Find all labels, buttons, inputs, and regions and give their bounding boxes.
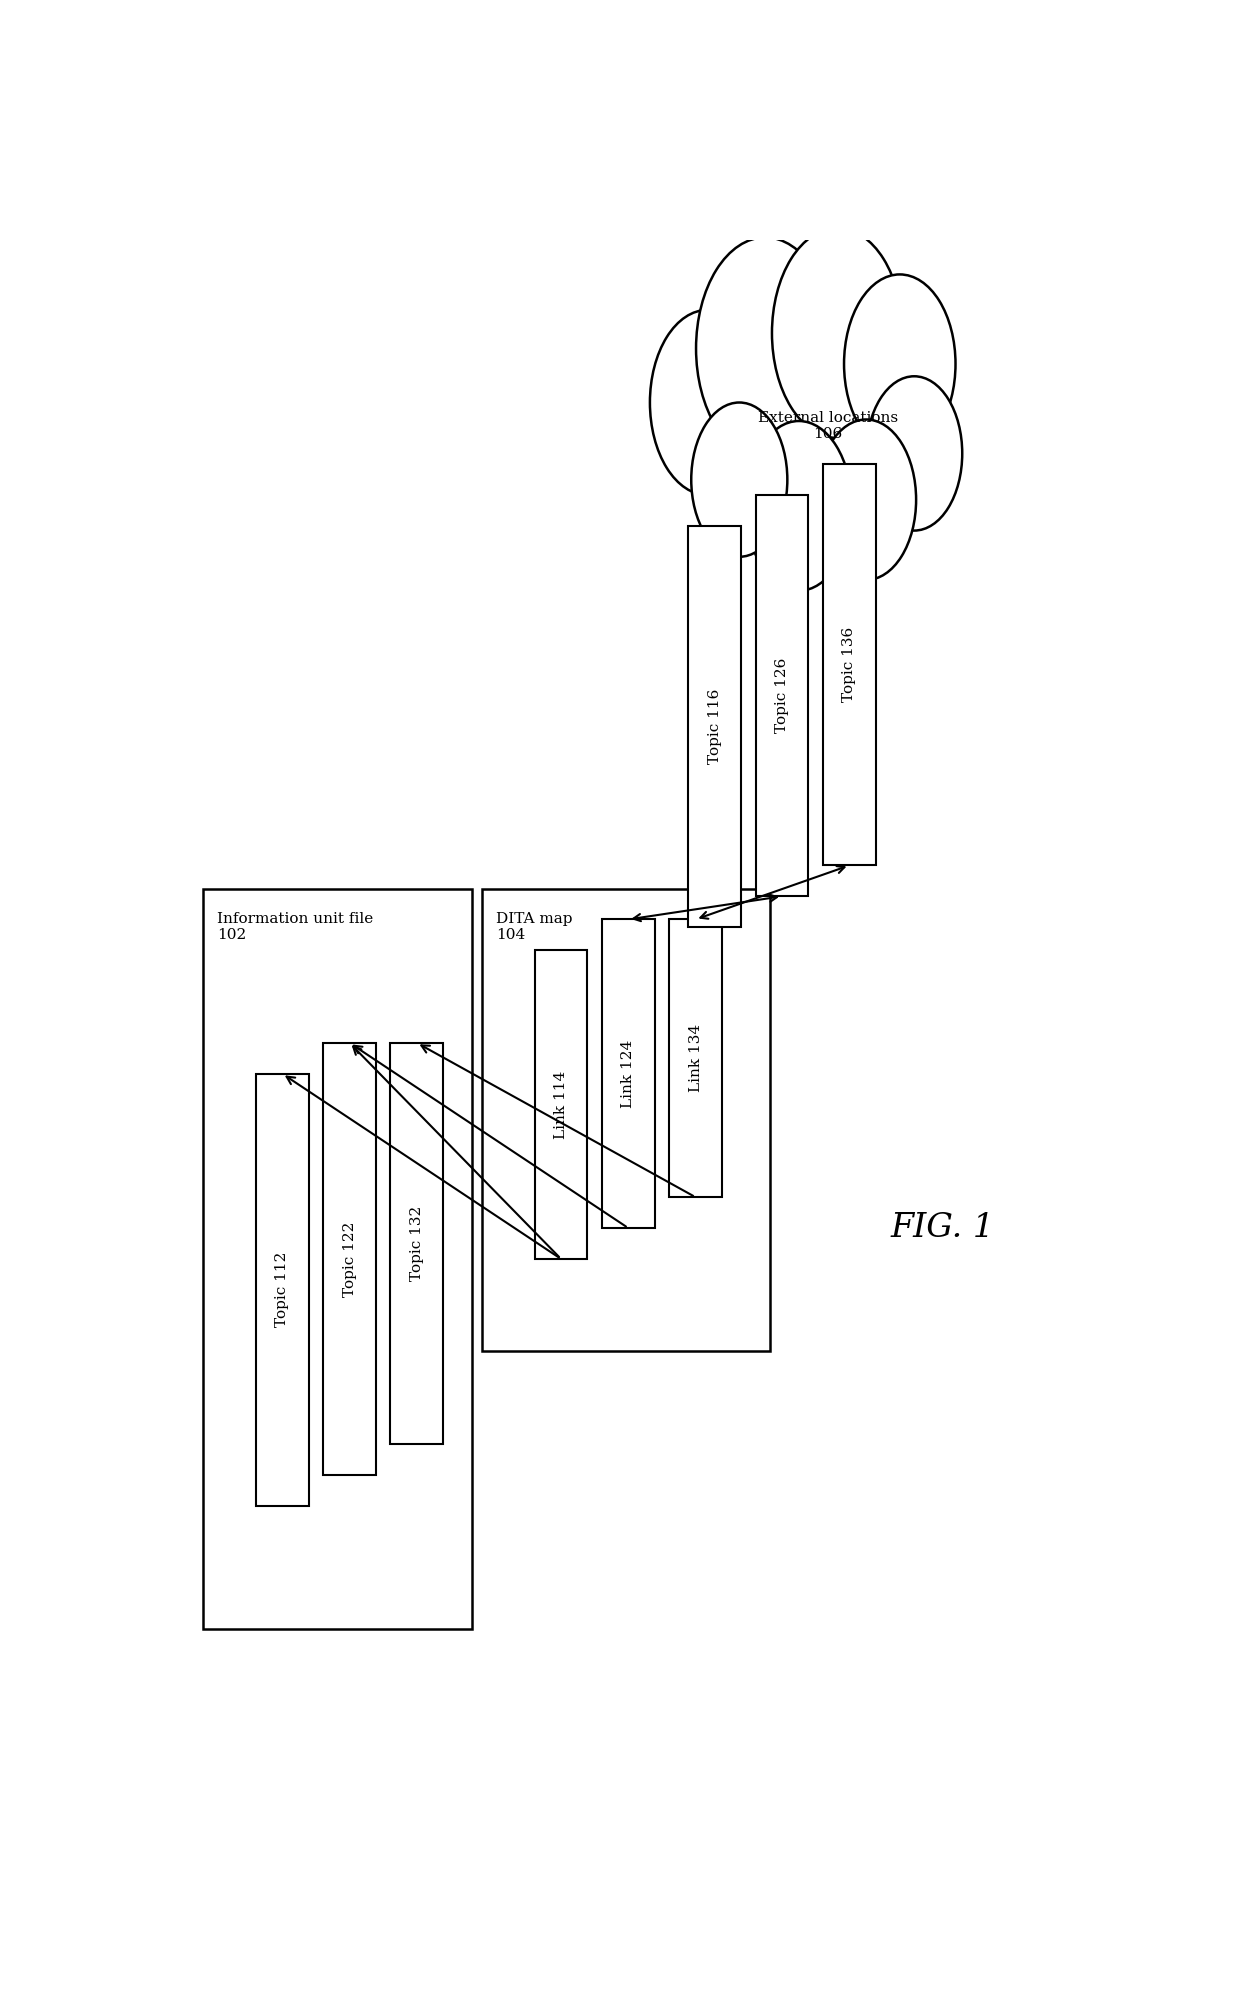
- Circle shape: [773, 228, 903, 439]
- Circle shape: [650, 311, 765, 495]
- Bar: [688, 525, 742, 928]
- Bar: [670, 920, 722, 1196]
- Circle shape: [867, 377, 962, 531]
- Bar: [203, 888, 472, 1629]
- Text: Topic 136: Topic 136: [842, 627, 857, 703]
- Text: Link 124: Link 124: [621, 1040, 635, 1108]
- Text: Link 134: Link 134: [688, 1024, 703, 1092]
- Text: DITA map
104: DITA map 104: [496, 912, 573, 942]
- Bar: [755, 495, 808, 896]
- Text: Topic 112: Topic 112: [275, 1252, 289, 1327]
- Text: Link 114: Link 114: [554, 1070, 568, 1138]
- Bar: [324, 1042, 376, 1475]
- Text: Topic 122: Topic 122: [342, 1220, 357, 1297]
- Text: Information unit file
102: Information unit file 102: [217, 912, 373, 942]
- Bar: [534, 950, 588, 1259]
- Text: Topic 116: Topic 116: [708, 689, 722, 764]
- Circle shape: [746, 421, 852, 591]
- Bar: [391, 1042, 444, 1445]
- Bar: [823, 465, 875, 866]
- Text: Topic 126: Topic 126: [775, 657, 789, 733]
- Text: External locations
106: External locations 106: [758, 411, 898, 441]
- Bar: [601, 920, 655, 1228]
- Text: Topic 132: Topic 132: [410, 1206, 424, 1281]
- Text: FIG. 1: FIG. 1: [892, 1212, 994, 1244]
- Circle shape: [816, 419, 916, 579]
- Circle shape: [844, 275, 956, 453]
- Bar: [481, 888, 770, 1351]
- Circle shape: [696, 236, 835, 459]
- Bar: [255, 1074, 309, 1505]
- Circle shape: [691, 403, 787, 557]
